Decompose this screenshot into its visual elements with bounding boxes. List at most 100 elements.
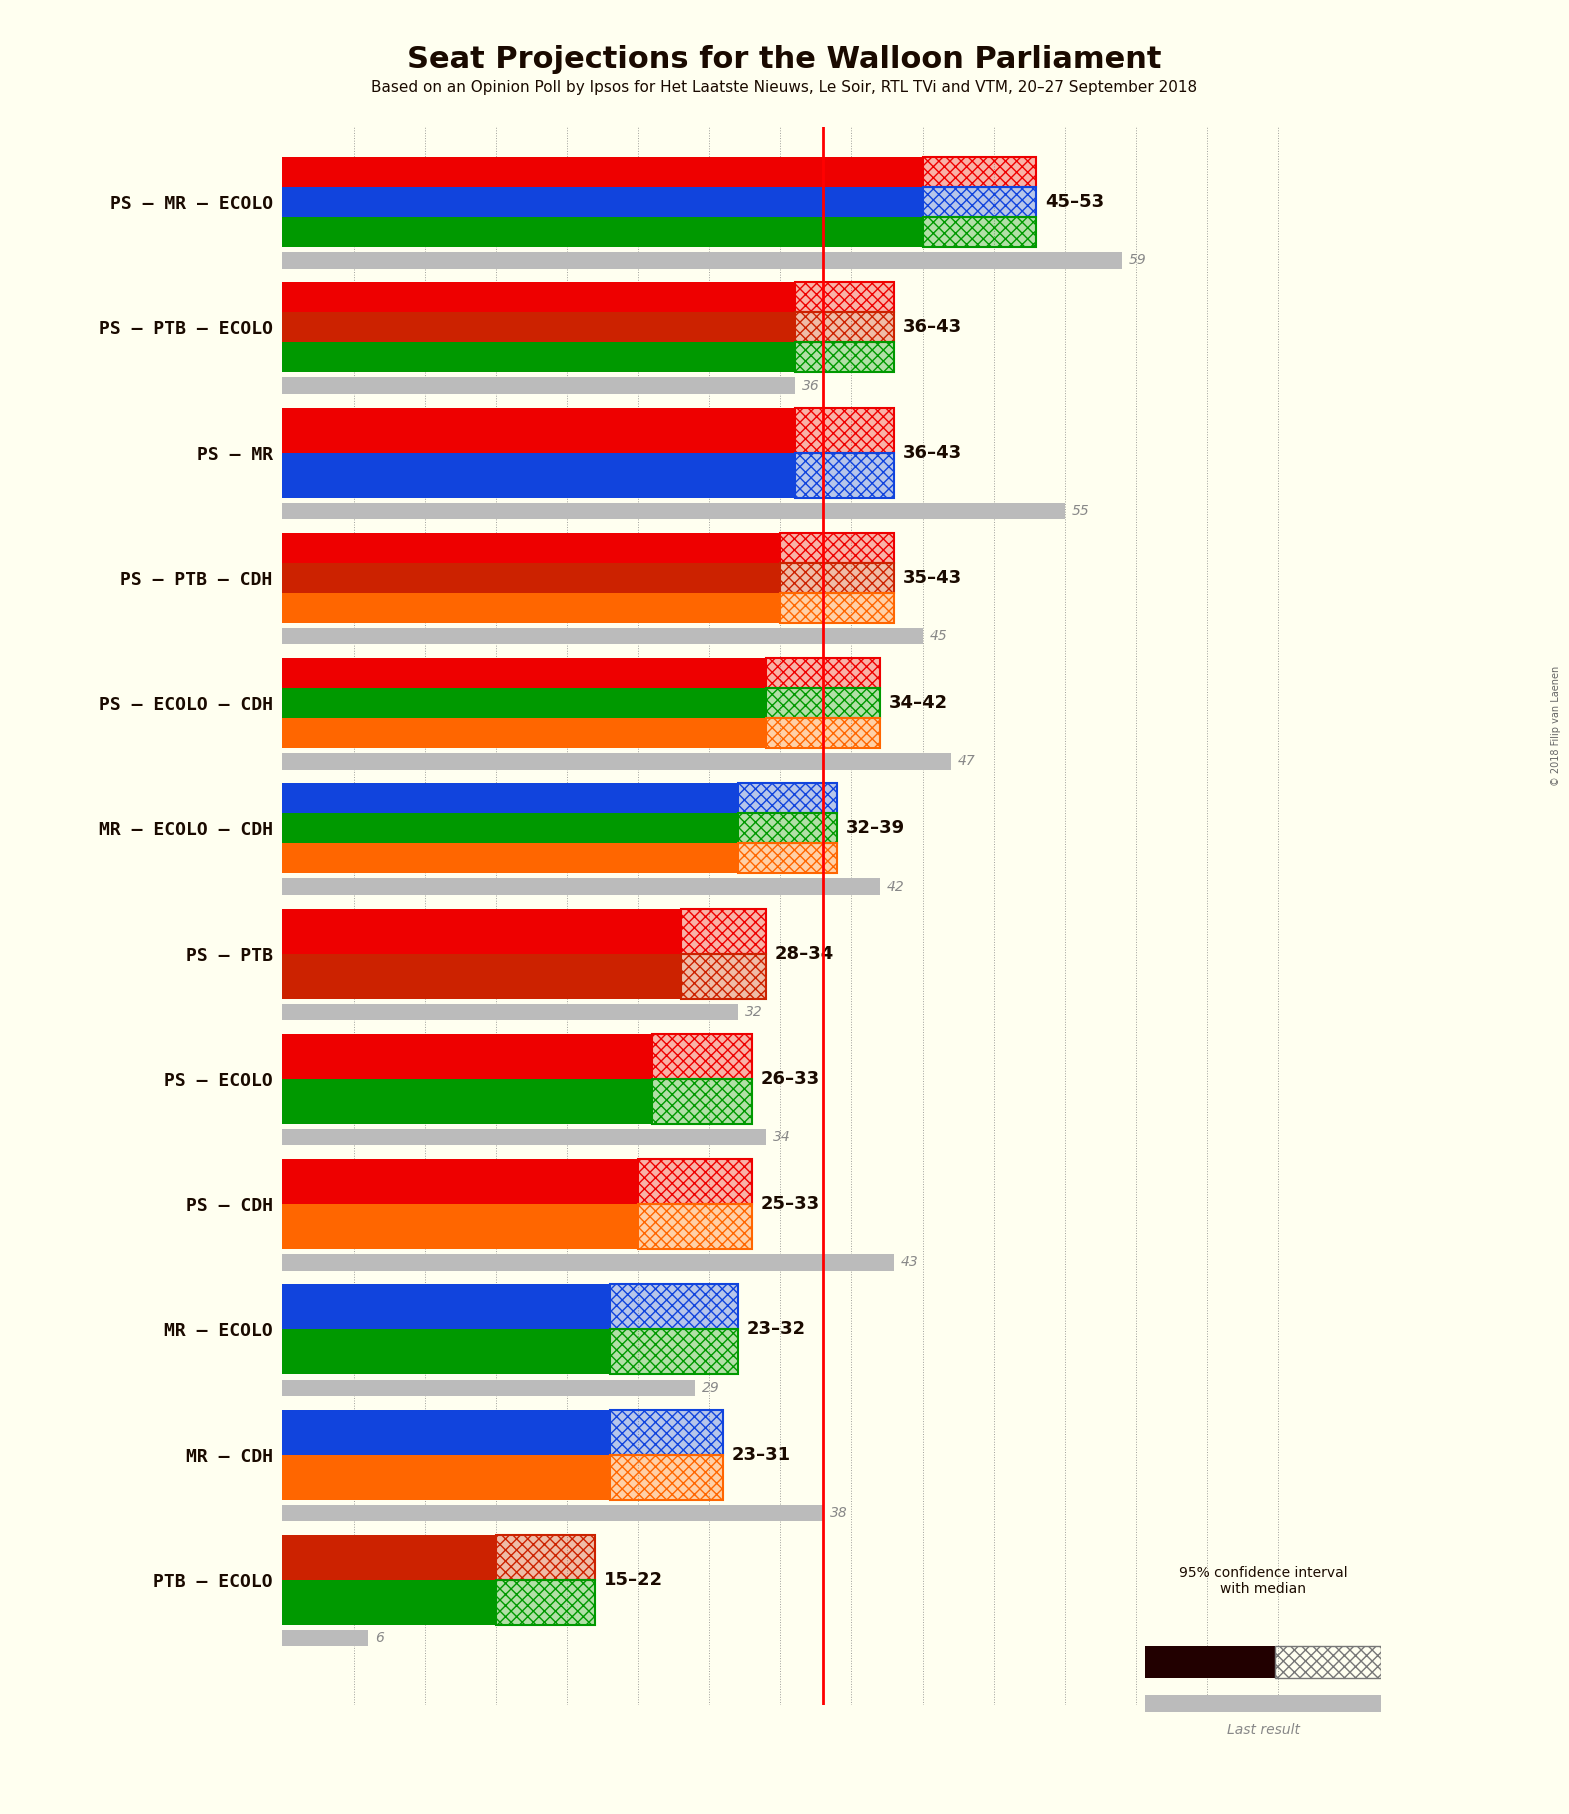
Text: 59: 59	[1128, 254, 1147, 267]
Text: 26–33: 26–33	[761, 1070, 819, 1088]
Text: 15–22: 15–22	[604, 1571, 664, 1589]
Bar	[766, 688, 880, 718]
Text: © 2018 Filip van Laenen: © 2018 Filip van Laenen	[1552, 666, 1561, 785]
Bar	[923, 187, 1037, 218]
Bar	[794, 408, 894, 454]
Bar	[1145, 1694, 1381, 1712]
Bar	[737, 784, 838, 813]
Bar	[923, 218, 1037, 247]
Bar	[794, 283, 894, 312]
Text: 47: 47	[959, 755, 976, 769]
Bar	[496, 1580, 595, 1625]
Bar	[794, 343, 894, 372]
Bar	[282, 1128, 766, 1145]
Text: 95% confidence interval
with median: 95% confidence interval with median	[1178, 1565, 1348, 1596]
Bar	[496, 1580, 595, 1625]
Bar	[282, 158, 923, 187]
Bar	[610, 1409, 723, 1455]
Bar	[766, 718, 880, 747]
Bar	[737, 844, 838, 874]
Bar	[639, 1204, 752, 1250]
Bar	[737, 784, 838, 813]
Text: 35–43: 35–43	[902, 570, 962, 588]
Bar	[282, 1379, 695, 1395]
Text: 29: 29	[701, 1380, 720, 1395]
Bar	[794, 312, 894, 343]
Bar	[282, 813, 737, 844]
Bar	[282, 377, 794, 394]
Bar	[282, 1253, 894, 1270]
Bar	[282, 312, 794, 343]
Bar	[737, 844, 838, 874]
Text: 23–32: 23–32	[747, 1321, 805, 1339]
Bar	[282, 844, 737, 874]
Bar	[1274, 1645, 1381, 1678]
Bar	[610, 1455, 723, 1500]
Bar	[794, 408, 894, 454]
Bar	[766, 718, 880, 747]
Bar	[282, 878, 880, 894]
Text: 25–33: 25–33	[761, 1195, 819, 1214]
Text: Based on an Opinion Poll by Ipsos for Het Laatste Nieuws, Le Soir, RTL TVi and V: Based on an Opinion Poll by Ipsos for He…	[372, 80, 1197, 94]
Text: 34–42: 34–42	[888, 695, 948, 713]
Bar	[282, 1535, 496, 1580]
Text: 23–31: 23–31	[733, 1446, 791, 1464]
Bar	[282, 343, 794, 372]
Bar	[282, 1631, 367, 1647]
Bar	[282, 502, 1065, 519]
Bar	[681, 954, 766, 1000]
Bar	[653, 1034, 752, 1079]
Bar	[923, 218, 1037, 247]
Text: 45–53: 45–53	[1045, 192, 1105, 210]
Bar	[780, 562, 894, 593]
Bar	[282, 1506, 824, 1520]
Bar	[282, 1330, 610, 1375]
Bar	[496, 1535, 595, 1580]
Bar	[780, 562, 894, 593]
Bar	[681, 909, 766, 954]
Bar	[282, 562, 780, 593]
Bar	[282, 283, 794, 312]
Text: 6: 6	[375, 1631, 384, 1645]
Bar	[923, 158, 1037, 187]
Bar	[766, 658, 880, 688]
Bar	[282, 1079, 653, 1125]
Bar	[282, 753, 951, 769]
Bar	[610, 1330, 737, 1375]
Text: 32–39: 32–39	[846, 820, 905, 838]
Text: 36: 36	[802, 379, 819, 392]
Bar	[282, 784, 737, 813]
Bar	[681, 909, 766, 954]
Bar	[282, 688, 766, 718]
Bar	[923, 187, 1037, 218]
Text: 42: 42	[886, 880, 905, 894]
Bar	[653, 1034, 752, 1079]
Text: 55: 55	[1072, 504, 1090, 517]
Bar	[610, 1455, 723, 1500]
Bar	[282, 218, 923, 247]
Bar	[282, 1455, 610, 1500]
Bar	[282, 1159, 639, 1204]
Bar	[639, 1204, 752, 1250]
Text: 28–34: 28–34	[775, 945, 833, 963]
Bar	[653, 1079, 752, 1125]
Text: 45: 45	[930, 629, 948, 644]
Bar	[282, 718, 766, 747]
Bar	[282, 187, 923, 218]
Text: Seat Projections for the Walloon Parliament: Seat Projections for the Walloon Parliam…	[408, 45, 1161, 74]
Bar	[282, 533, 780, 562]
Bar	[780, 533, 894, 562]
Bar	[794, 454, 894, 497]
Bar	[282, 252, 1122, 268]
Bar	[780, 593, 894, 622]
Bar	[496, 1535, 595, 1580]
Bar	[282, 1003, 737, 1019]
Bar	[610, 1284, 737, 1330]
Bar	[681, 954, 766, 1000]
Text: 43: 43	[901, 1255, 919, 1270]
Bar	[780, 533, 894, 562]
Bar	[282, 408, 794, 454]
Bar	[282, 1284, 610, 1330]
Bar	[282, 1580, 496, 1625]
Bar	[1145, 1645, 1274, 1678]
